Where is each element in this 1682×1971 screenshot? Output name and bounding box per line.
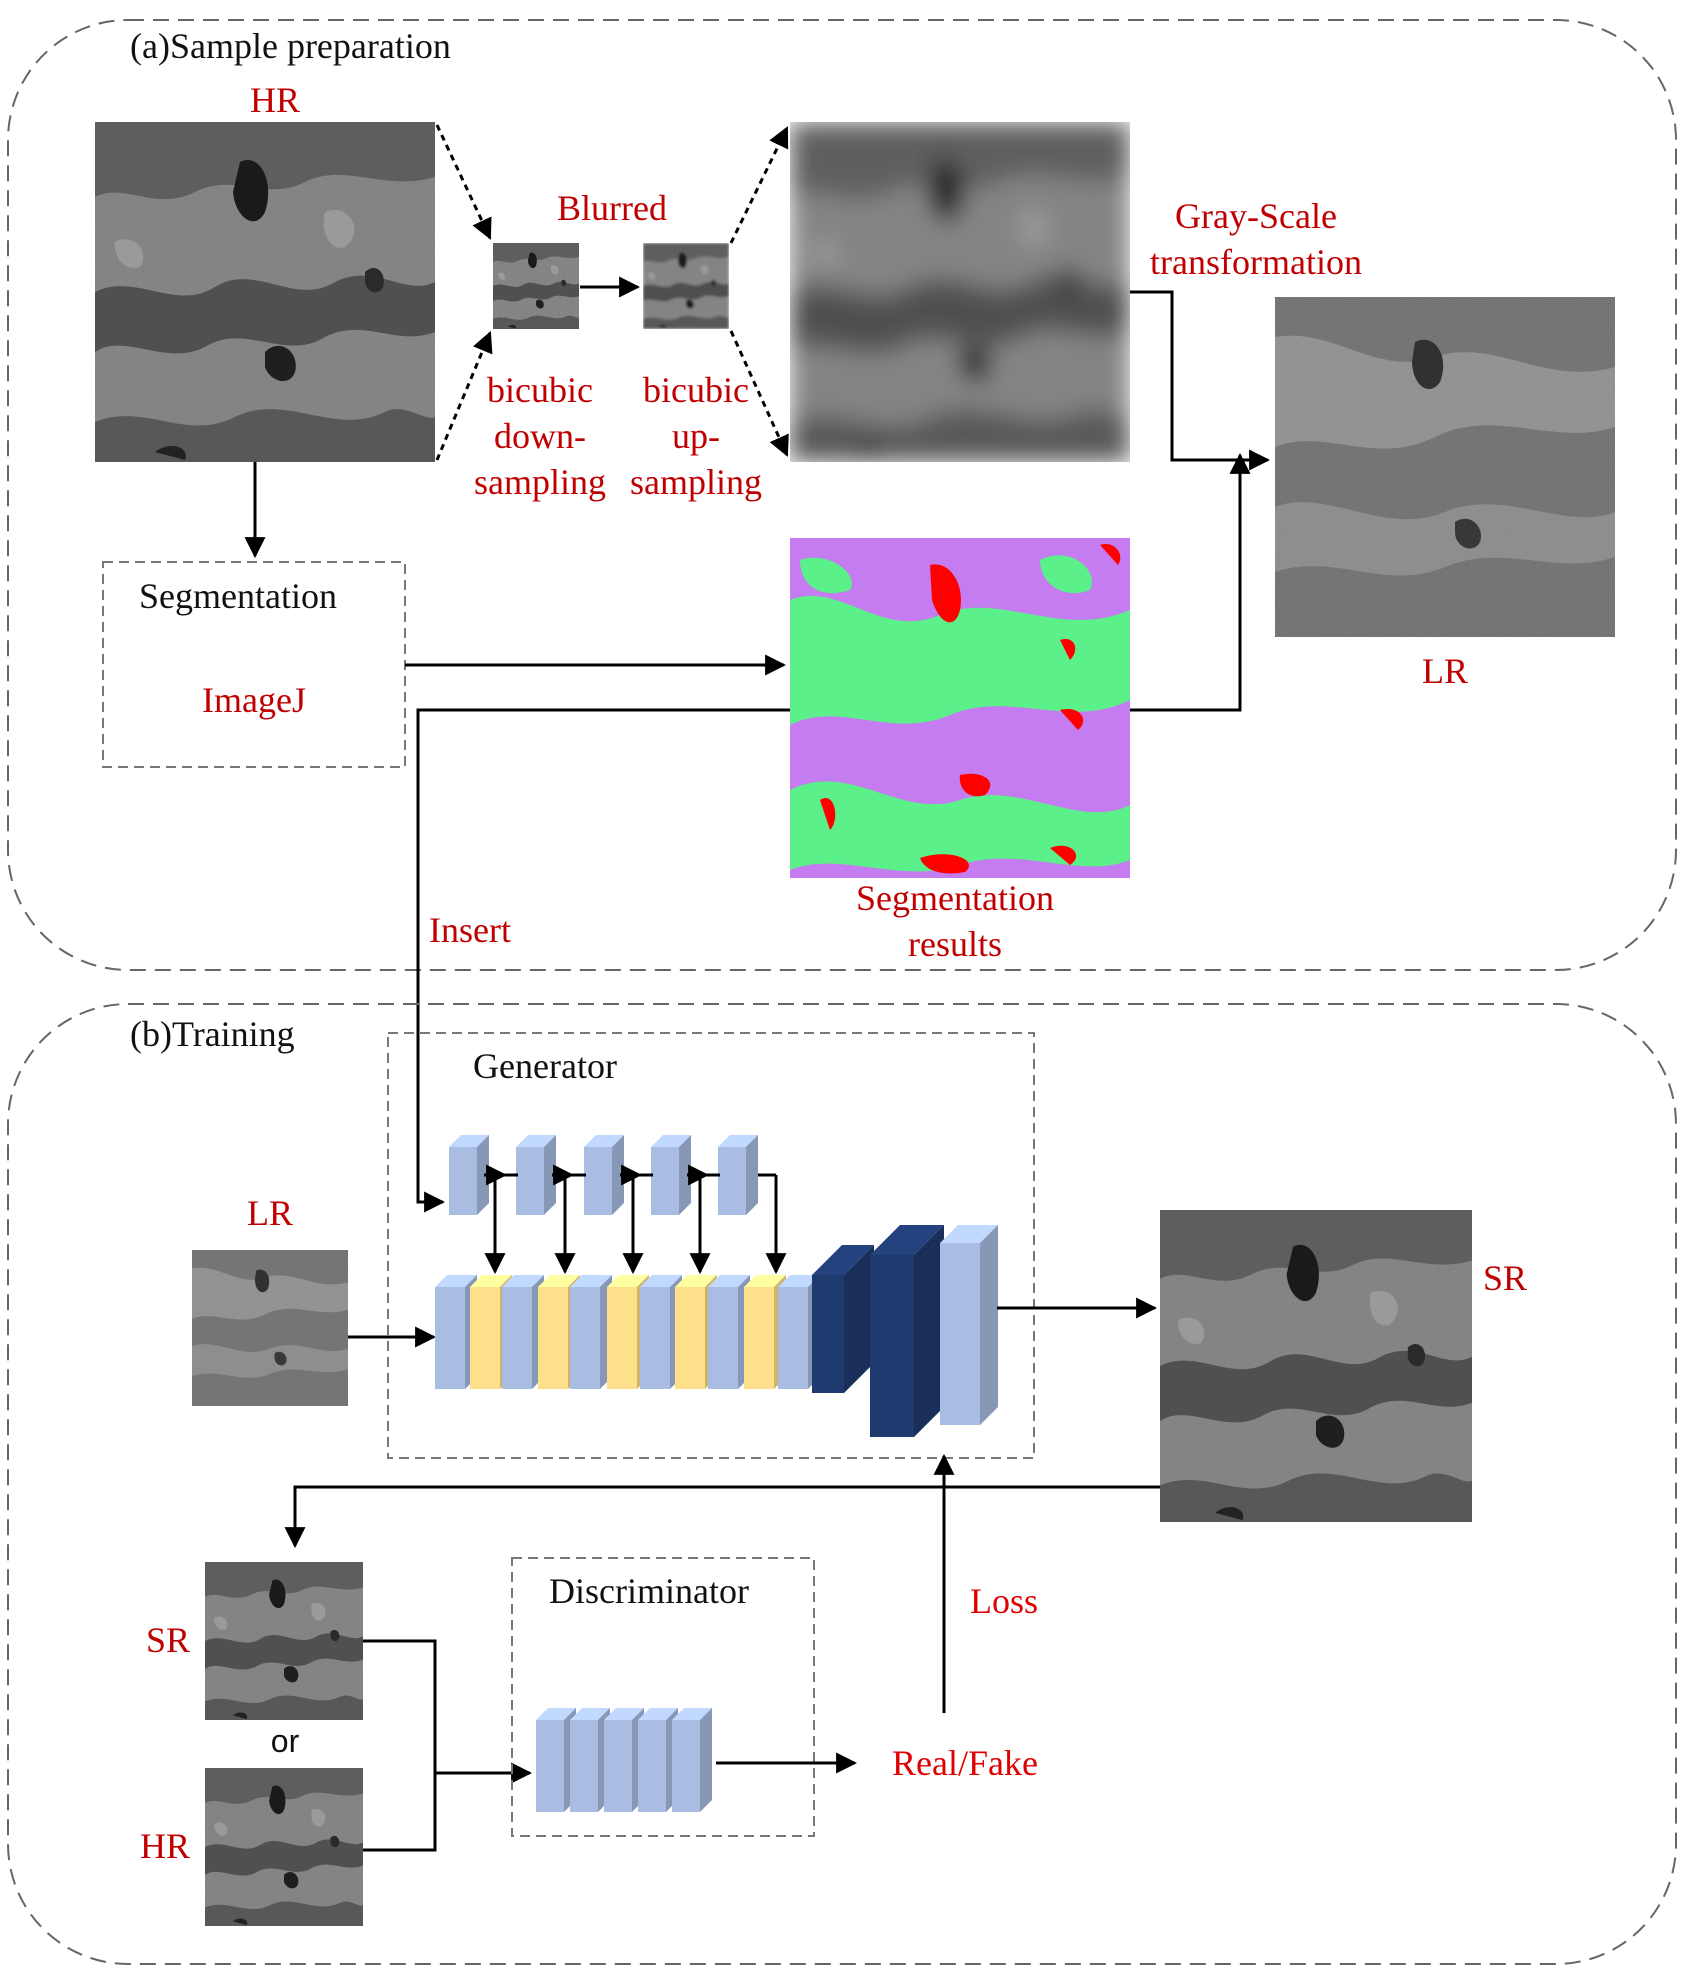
decoder-block: [708, 1275, 750, 1389]
down-label-2: down-: [494, 416, 586, 456]
hr-image: [95, 122, 435, 462]
up-label-2: up-: [672, 416, 720, 456]
grayscale-label-2: transformation: [1150, 242, 1362, 282]
panel-b-frame: [7, 1003, 1677, 1965]
arrow-sr-to-disc-input: [284, 1485, 1160, 1549]
blurred-small-image: [643, 243, 729, 329]
disc-sr-label: SR: [146, 1620, 190, 1660]
gen-lr-label: LR: [247, 1193, 293, 1233]
disc-hr-label: HR: [140, 1826, 190, 1866]
hr-label: HR: [250, 80, 300, 120]
generator-box: [387, 1032, 1035, 1459]
arrow-results-to-lr: [1130, 452, 1251, 712]
disc-sr-image: [205, 1562, 363, 1720]
decoder-block: [502, 1275, 544, 1389]
or-label: or: [271, 1723, 300, 1759]
grayscale-label-1: Gray-Scale: [1175, 196, 1337, 236]
bracket-inputs: [363, 1639, 437, 1852]
lr-image: [1275, 297, 1615, 637]
conv-block-dark: [812, 1245, 874, 1393]
arrow-up-bottom: [729, 330, 789, 457]
segmentation-title: Segmentation: [139, 576, 337, 616]
panel-a-title: (a)Sample preparation: [130, 26, 451, 66]
insert-label: Insert: [429, 910, 511, 950]
blurred-label: Blurred: [557, 188, 667, 228]
arrow-up-top: [729, 126, 789, 244]
downsampled-image: [493, 243, 579, 329]
blurred-upsampled-image: [790, 122, 1130, 462]
disc-hr-image: [205, 1768, 363, 1926]
arrow-insert: [416, 708, 790, 1213]
loss-label: Loss: [970, 1581, 1038, 1621]
encoder-block: [449, 1135, 489, 1215]
conv-block-dark-large: [870, 1225, 944, 1437]
down-label-3: sampling: [474, 462, 606, 502]
generator-title: Generator: [473, 1046, 617, 1086]
down-label-1: bicubic: [487, 370, 593, 410]
seg-results-label-1: Segmentation: [856, 878, 1054, 918]
discriminator-box: [511, 1557, 815, 1837]
encoder-block: [651, 1135, 691, 1215]
panel-a-frame: [7, 19, 1677, 971]
realfake-label: Real/Fake: [892, 1743, 1038, 1783]
up-label-1: bicubic: [643, 370, 749, 410]
encoder-block: [584, 1135, 624, 1215]
panel-b-title: (b)Training: [130, 1014, 295, 1054]
arrow-blur-to-lr: [1130, 290, 1271, 471]
discriminator-title: Discriminator: [549, 1571, 749, 1611]
discriminator-network: [536, 1708, 712, 1812]
arrow-hr-to-down-bottom: [435, 331, 493, 461]
segmentation-results-image: [790, 538, 1130, 878]
output-block: [940, 1225, 998, 1425]
seg-results-label-2: results: [908, 924, 1002, 964]
sr-output-label: SR: [1483, 1258, 1527, 1298]
encoder-block: [516, 1135, 556, 1215]
disc-block: [672, 1708, 712, 1812]
sr-output-image: [1160, 1210, 1472, 1522]
decoder-block: [570, 1275, 612, 1389]
encoder-block: [718, 1135, 758, 1215]
imagej-label: ImageJ: [202, 680, 306, 720]
arrow-hr-to-down-top: [435, 124, 492, 240]
generator-network: [435, 1135, 998, 1437]
gen-lr-image: [192, 1250, 348, 1406]
lr-label: LR: [1422, 651, 1468, 691]
up-label-3: sampling: [630, 462, 762, 502]
